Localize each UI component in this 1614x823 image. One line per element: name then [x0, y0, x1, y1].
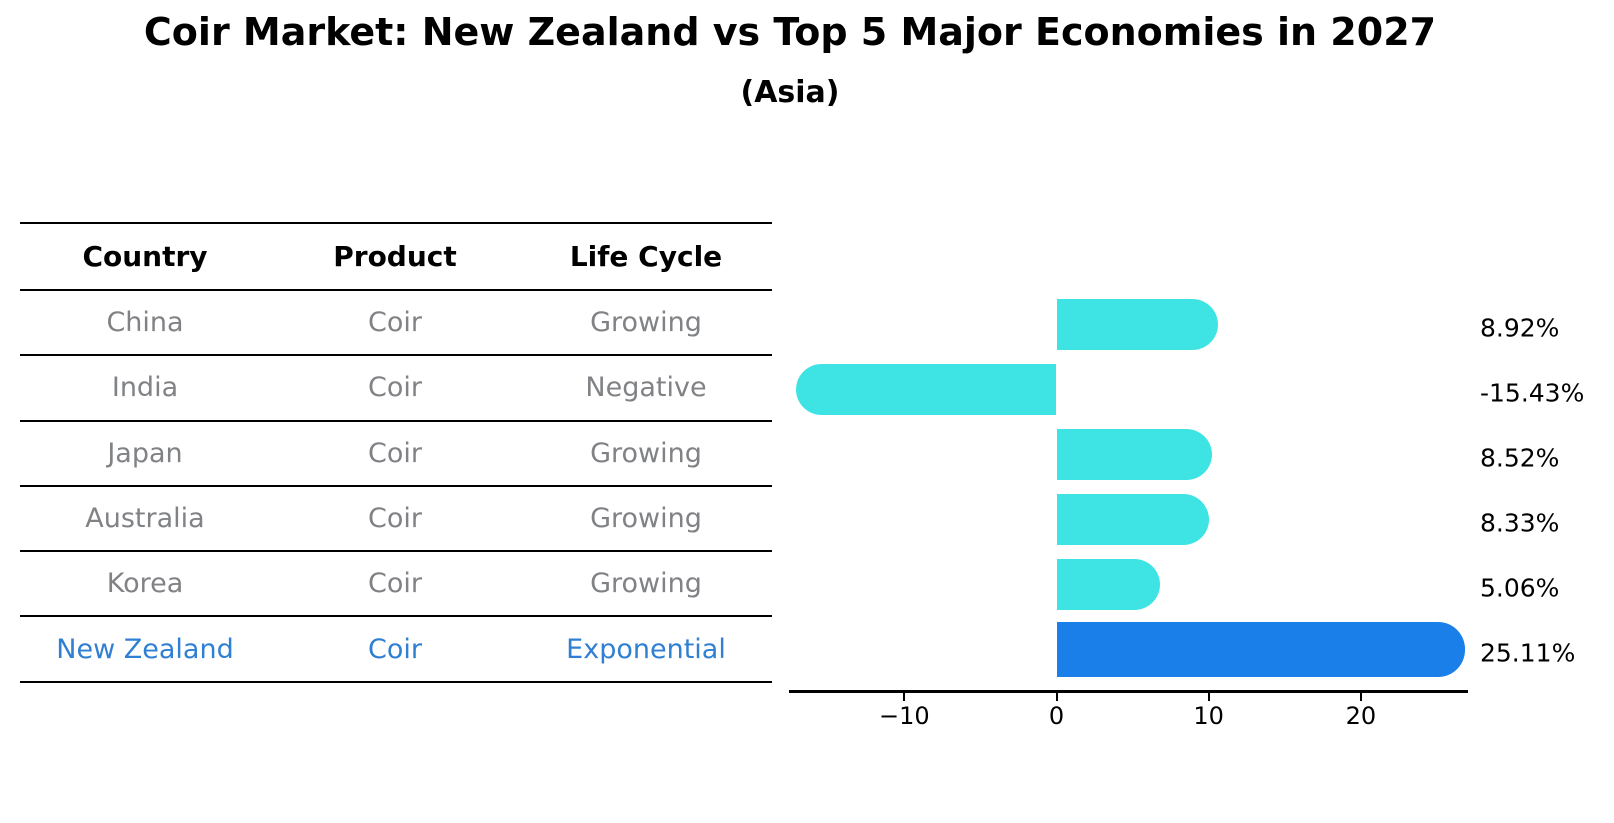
cell-life-cycle: Exponential	[566, 633, 726, 665]
cell-life-cycle: Growing	[590, 503, 702, 535]
value-label-korea: 5.06%	[1480, 573, 1560, 603]
cell-product: Coir	[368, 633, 422, 665]
header-product: Product	[333, 240, 457, 273]
value-label-australia: 8.33%	[1480, 508, 1560, 538]
cell-life-cycle: Growing	[590, 568, 702, 600]
table-row-china: China Coir Growing	[20, 291, 772, 357]
cell-product: Coir	[368, 437, 422, 469]
x-tick-label: 20	[1345, 702, 1377, 730]
bar-china	[1056, 298, 1219, 350]
x-tick-label: 0	[1048, 702, 1065, 730]
cell-product: Coir	[368, 503, 422, 535]
country-table: Country Product Life Cycle China Coir Gr…	[20, 222, 772, 683]
bar-japan	[1056, 428, 1213, 480]
value-label-china: 8.92%	[1480, 313, 1560, 343]
cell-country: Japan	[107, 437, 183, 469]
bar-new-zealand	[1056, 621, 1465, 677]
x-axis-tick	[1055, 692, 1058, 701]
value-label-new-zealand: 25.11%	[1480, 638, 1576, 668]
table-row-korea: Korea Coir Growing	[20, 552, 772, 618]
cell-country: China	[106, 307, 184, 339]
x-axis-tick	[1207, 692, 1210, 701]
cell-product: Coir	[368, 307, 422, 339]
cell-country: New Zealand	[56, 633, 234, 665]
cell-country: India	[111, 372, 179, 404]
bar-india	[795, 363, 1057, 415]
cell-life-cycle: Growing	[590, 307, 702, 339]
cell-life-cycle: Negative	[585, 372, 707, 404]
table-header-row: Country Product Life Cycle	[20, 224, 772, 291]
value-label-japan: 8.52%	[1480, 443, 1560, 473]
cell-country: Australia	[85, 503, 205, 535]
header-country: Country	[82, 240, 208, 273]
table-row-new-zealand: New Zealand Coir Exponential	[20, 617, 772, 683]
cell-product: Coir	[368, 372, 422, 404]
bar-australia	[1056, 493, 1210, 545]
figure-header: Coir Market: New Zealand vs Top 5 Major …	[0, 10, 1580, 110]
chart-title: Coir Market: New Zealand vs Top 5 Major …	[143, 10, 1437, 54]
chart-subtitle: (Asia)	[740, 74, 840, 110]
x-axis-tick	[903, 692, 906, 701]
x-axis-line	[789, 690, 1468, 693]
table-row-india: India Coir Negative	[20, 356, 772, 422]
table-row-japan: Japan Coir Growing	[20, 422, 772, 487]
x-tick-label: −10	[878, 702, 930, 730]
header-life-cycle: Life Cycle	[569, 240, 723, 273]
bar-korea	[1056, 558, 1160, 610]
cell-life-cycle: Growing	[590, 437, 702, 469]
x-tick-label: 10	[1193, 702, 1224, 730]
value-label-india: -15.43%	[1480, 378, 1585, 408]
cell-product: Coir	[368, 568, 422, 600]
cell-country: Korea	[106, 568, 184, 600]
x-axis-tick	[1359, 692, 1362, 701]
table-row-australia: Australia Coir Growing	[20, 487, 772, 553]
